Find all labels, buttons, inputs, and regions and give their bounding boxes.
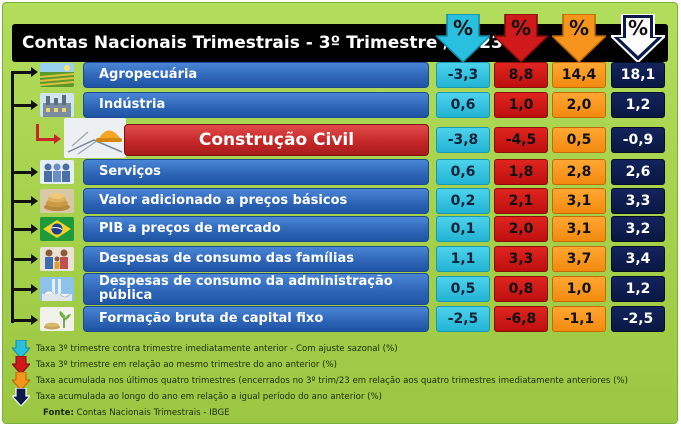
value-cell: 0,5 <box>552 127 606 153</box>
navy-percent-arrow-icon: % <box>611 14 665 62</box>
tree-connector-branch-6 <box>11 228 33 231</box>
value-cell: 1,1 <box>436 246 490 272</box>
value-cell: 14,4 <box>552 62 606 88</box>
tree-arrow-7 <box>31 254 38 264</box>
legend-item-cyan: Taxa 3º trimestre contra trimestre imedi… <box>12 340 398 358</box>
cyan-percent-arrow-icon: % <box>436 14 490 62</box>
row-label-pib: PIB a preços de mercado <box>83 216 429 242</box>
agriculture-field-icon <box>40 63 74 87</box>
cyan-arrow-icon <box>12 340 30 358</box>
source-label: Fonte: <box>43 408 74 418</box>
value-cell: 3,1 <box>552 188 606 214</box>
value-cell: 0,5 <box>436 276 490 302</box>
capital-growth-icon <box>40 307 74 331</box>
orange-arrow-icon <box>12 372 30 390</box>
legend-text: Taxa 3º trimestre contra trimestre imedi… <box>36 344 398 354</box>
value-cell: 1,0 <box>552 276 606 302</box>
tree-connector-branch-2 <box>11 104 33 107</box>
red-percent-arrow-icon: % <box>494 14 548 62</box>
title-bar: Contas Nacionais Trimestrais - 3º Trimes… <box>12 24 668 62</box>
value-cell: -2,5 <box>436 306 490 332</box>
services-people-icon <box>40 160 74 184</box>
row-label-formacao-bruta: Formação bruta de capital fixo <box>83 306 429 332</box>
value-cell: 3,1 <box>552 216 606 242</box>
construction-helmet-icon <box>64 118 126 158</box>
row-label-servicos: Serviços <box>83 159 429 185</box>
value-cell: 0,8 <box>494 276 548 302</box>
source-text: Contas Nacionais Trimestrais - IBGE <box>73 408 230 418</box>
legend-text: Taxa acumulada nos últimos quatro trimes… <box>36 376 628 386</box>
source-note: Fonte: Contas Nacionais Trimestrais - IB… <box>43 408 230 418</box>
value-cell: 3,3 <box>611 188 665 214</box>
value-cell: 1,2 <box>611 92 665 118</box>
navy-arrow-icon <box>12 388 30 406</box>
value-cell: 1,2 <box>611 276 665 302</box>
value-cell: -6,8 <box>494 306 548 332</box>
row-label-consumo-familias: Despesas de consumo das famílias <box>83 246 429 272</box>
tree-arrow-9 <box>31 315 38 325</box>
value-cell: 1,0 <box>494 92 548 118</box>
value-cell: -3,8 <box>436 127 490 153</box>
legend-text: Taxa acumulada ao longo do ano em relaçã… <box>36 392 383 402</box>
value-cell: 0,2 <box>436 188 490 214</box>
value-cell: 2,1 <box>494 188 548 214</box>
legend-item-red: Taxa 3º trimestre em relação ao mesmo tr… <box>12 356 337 374</box>
value-cell: -4,5 <box>494 127 548 153</box>
tree-arrow-6 <box>31 224 38 234</box>
value-cell: 2,0 <box>494 216 548 242</box>
legend-item-navy: Taxa acumulada ao longo do ano em relaçã… <box>12 388 382 406</box>
value-cell: 2,6 <box>611 159 665 185</box>
tree-connector-branch-5 <box>11 200 33 203</box>
coins-icon <box>40 189 74 213</box>
row-label-consumo-administracao: Despesas de consumo da administração púb… <box>83 273 429 305</box>
tree-connector-branch-8 <box>11 288 33 291</box>
value-cell: -0,9 <box>611 127 665 153</box>
tree-connector-branch-1 <box>11 71 33 74</box>
government-building-icon <box>40 277 74 301</box>
value-cell: 2,8 <box>552 159 606 185</box>
value-cell: -3,3 <box>436 62 490 88</box>
value-cell: 8,8 <box>494 62 548 88</box>
value-cell: -2,5 <box>611 306 665 332</box>
tree-arrow-5 <box>31 196 38 206</box>
value-cell: 3,2 <box>611 216 665 242</box>
factory-icon <box>40 93 74 117</box>
value-cell: 18,1 <box>611 62 665 88</box>
tree-connector-branch-7 <box>11 258 33 261</box>
value-cell: 3,7 <box>552 246 606 272</box>
tree-arrow-1 <box>31 67 38 77</box>
red-arrow-icon <box>12 356 30 374</box>
value-cell: 1,8 <box>494 159 548 185</box>
value-cell: -1,1 <box>552 306 606 332</box>
tree-connector-trunk <box>11 71 14 323</box>
tree-connector-branch-9 <box>11 319 33 322</box>
tree-connector-sub-branch <box>36 138 56 141</box>
value-cell: 0,6 <box>436 92 490 118</box>
tree-arrow-2 <box>31 100 38 110</box>
value-cell: 3,4 <box>611 246 665 272</box>
page-title: Contas Nacionais Trimestrais - 3º Trimes… <box>22 33 503 53</box>
value-cell: 2,0 <box>552 92 606 118</box>
brazil-flag-icon <box>40 217 74 241</box>
tree-arrow-8 <box>31 284 38 294</box>
value-cell: 0,6 <box>436 159 490 185</box>
tree-connector-branch-4 <box>11 171 33 174</box>
legend-item-orange: Taxa acumulada nos últimos quatro trimes… <box>12 372 628 390</box>
tree-arrow-4 <box>31 167 38 177</box>
family-icon <box>40 247 74 271</box>
orange-percent-arrow-icon: % <box>552 14 606 62</box>
row-label-industria: Indústria <box>83 92 429 118</box>
row-label-valor-adicionado: Valor adicionado a preços básicos <box>83 188 429 214</box>
tree-connector-sub-vertical <box>36 124 39 140</box>
row-label-agropecuaria: Agropecuária <box>83 62 429 88</box>
tree-arrow-sub <box>54 134 61 144</box>
value-cell: 3,3 <box>494 246 548 272</box>
legend-text: Taxa 3º trimestre em relação ao mesmo tr… <box>36 360 337 370</box>
value-cell: 0,1 <box>436 216 490 242</box>
row-label-construcao-civil: Construção Civil <box>124 124 429 156</box>
